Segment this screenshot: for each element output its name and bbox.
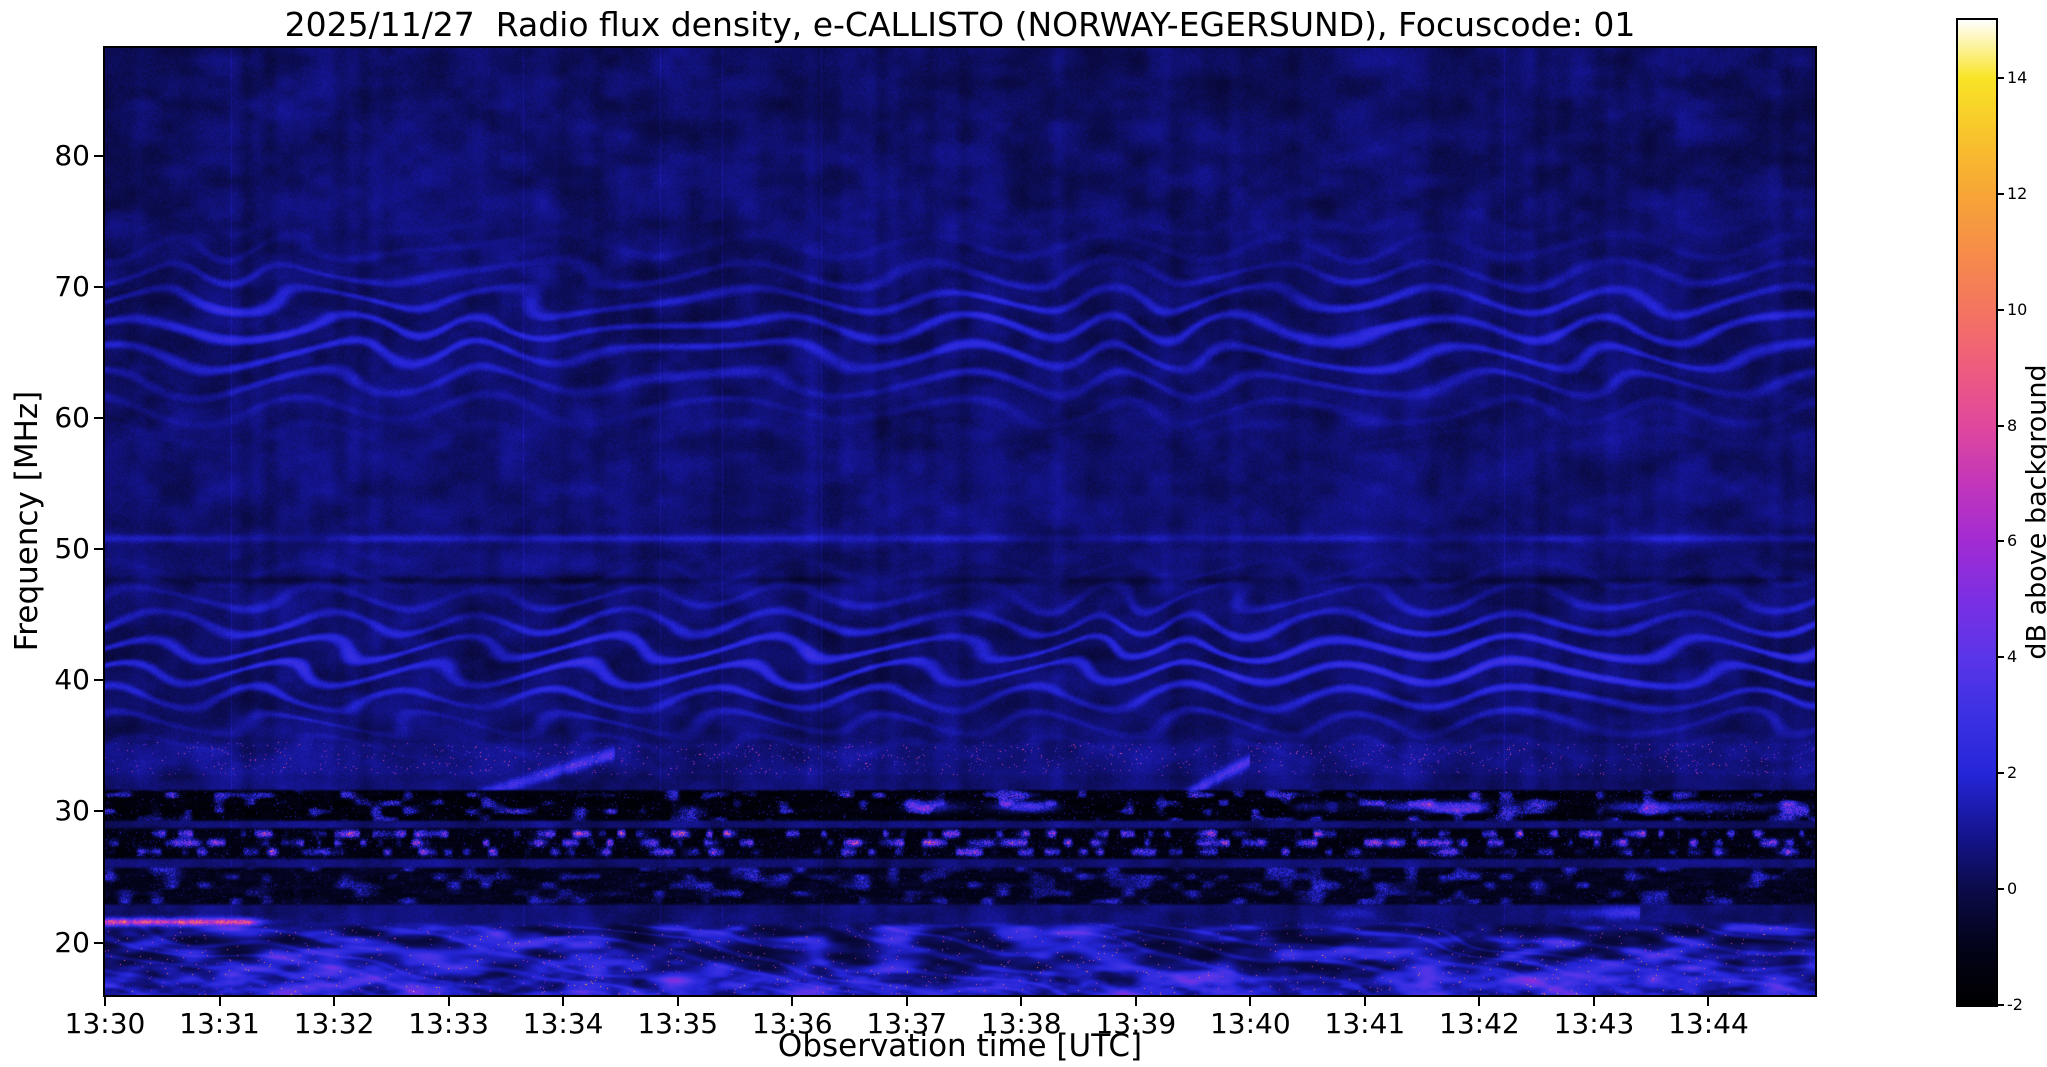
colorbar-tick-label: 14 [2007, 67, 2028, 87]
x-tick-label: 13:37 [866, 1007, 948, 1040]
y-tick-mark [94, 154, 103, 157]
y-tick-label: 80 [54, 138, 90, 172]
y-tick-mark [94, 810, 103, 813]
colorbar-tick-label: 6 [2007, 531, 2018, 551]
colorbar-tick-mark [1998, 192, 2004, 195]
x-tick-label: 13:34 [522, 1007, 604, 1040]
x-tick-mark [676, 997, 679, 1006]
x-tick-mark [1249, 997, 1252, 1006]
x-tick-label: 13:36 [751, 1007, 833, 1040]
colorbar-tick-mark [1998, 1004, 2004, 1006]
x-tick-mark [1134, 997, 1137, 1006]
x-tick-mark [218, 997, 221, 1006]
colorbar-tick-mark [1998, 656, 2004, 659]
y-tick-label: 50 [54, 532, 90, 566]
colorbar-tick-label: 8 [2007, 415, 2018, 435]
x-tick-label: 13:31 [179, 1007, 260, 1040]
x-tick-mark [1363, 997, 1366, 1006]
x-tick-mark [1707, 997, 1710, 1006]
y-tick-mark [94, 679, 103, 682]
y-tick-mark [94, 548, 103, 551]
colorbar-tick-mark [1998, 308, 2004, 311]
y-tick-label: 40 [54, 663, 90, 697]
colorbar-tick-mark [1998, 424, 2004, 427]
y-tick-mark [94, 285, 103, 288]
x-tick-label: 13:40 [1209, 1007, 1291, 1040]
x-tick-label: 13:35 [637, 1007, 719, 1040]
colorbar-tick-label: 2 [2007, 763, 2018, 783]
x-tick-label: 13:44 [1668, 1007, 1749, 1040]
x-tick-mark [1020, 997, 1023, 1006]
colorbar-tick-mark [1998, 888, 2004, 891]
x-axis-label: Observation time [UTC] [777, 1028, 1143, 1064]
y-tick-mark [94, 416, 103, 419]
x-tick-mark [791, 997, 794, 1006]
colorbar-tick-label: 0 [2007, 879, 2018, 899]
colorbar-tick-label: -2 [2007, 995, 2023, 1014]
x-tick-mark [905, 997, 908, 1006]
colorbar-tick-mark [1998, 76, 2004, 79]
x-tick-label: 13:33 [408, 1007, 489, 1040]
colorbar-tick-label: 10 [2007, 299, 2028, 319]
x-tick-label: 13:42 [1439, 1007, 1520, 1040]
x-tick-mark [447, 997, 450, 1006]
colorbar-tick-mark [1998, 540, 2004, 543]
x-tick-label: 13:43 [1553, 1007, 1635, 1040]
colorbar-gradient [1956, 18, 1998, 1007]
y-tick-label: 70 [54, 269, 90, 303]
colorbar-tick-label: 4 [2007, 647, 2018, 667]
x-tick-label: 13:41 [1324, 1007, 1406, 1040]
x-tick-mark [1478, 997, 1481, 1006]
x-tick-label: 13:39 [1095, 1007, 1177, 1040]
chart-title: 2025/11/27 Radio flux density, e-CALLIST… [284, 5, 1636, 44]
x-tick-label: 13:38 [980, 1007, 1062, 1040]
x-tick-mark [333, 997, 336, 1006]
y-tick-label: 30 [54, 794, 90, 828]
x-tick-mark [104, 997, 106, 1006]
y-tick-label: 20 [54, 925, 90, 959]
colorbar-tick-label: 12 [2007, 183, 2028, 203]
x-tick-label: 13:32 [293, 1007, 375, 1040]
y-tick-mark [94, 941, 103, 944]
colorbar-tick-mark [1998, 772, 2004, 775]
x-tick-mark [1592, 997, 1595, 1006]
spectrogram-canvas [105, 48, 1815, 995]
x-tick-label: 13:30 [64, 1007, 146, 1040]
y-tick-label: 60 [54, 400, 90, 434]
x-tick-mark [562, 997, 565, 1006]
colorbar-label: dB above background [2021, 364, 2047, 660]
